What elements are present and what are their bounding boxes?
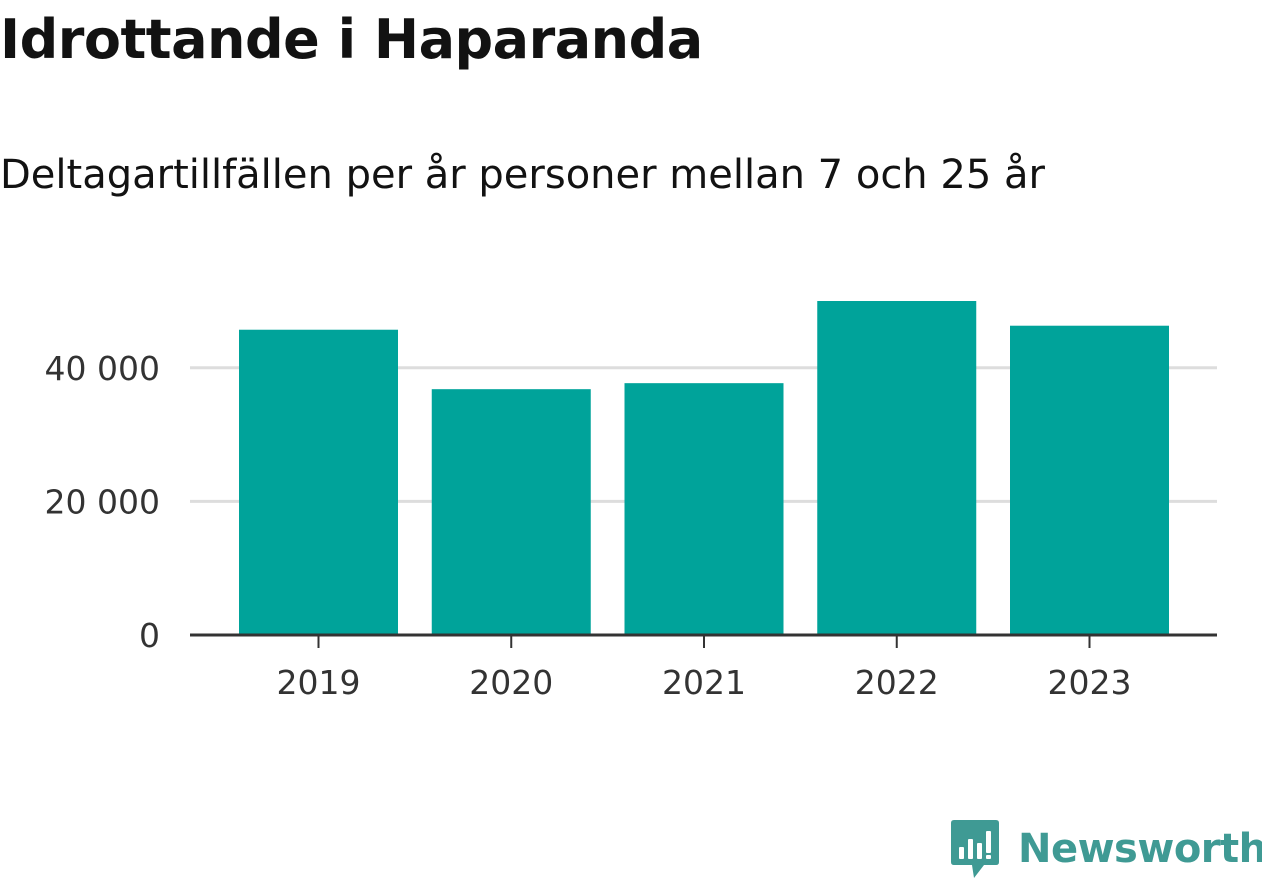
newsworthy-logo: Newsworthy (950, 818, 1262, 880)
bars (239, 301, 1169, 635)
axes: 0 20 000 40 000 2019 2020 2021 2022 2023 (45, 349, 1217, 702)
bar-chart: 0 20 000 40 000 2019 2020 2021 2022 2023 (45, 301, 1217, 702)
bar-2019 (239, 329, 398, 635)
y-tick-label: 40 000 (45, 349, 160, 388)
x-tick-label: 2023 (1048, 663, 1132, 702)
x-tick-label: 2021 (662, 663, 746, 702)
bar-2021 (624, 383, 784, 635)
chart-title: Idrottande i Haparanda (0, 8, 703, 71)
x-tick-label: 2020 (469, 663, 553, 702)
newsworthy-logo-icon (951, 820, 999, 878)
bar-2022 (817, 301, 977, 635)
x-tick-label: 2019 (277, 663, 361, 702)
y-tick-label: 20 000 (45, 482, 160, 521)
x-tick-label: 2022 (855, 663, 939, 702)
bar-2020 (431, 389, 591, 635)
bar-2023 (1010, 325, 1169, 635)
brand-name: Newsworthy (1018, 826, 1262, 872)
chart-subtitle: Deltagartillfällen per år personer mella… (0, 152, 1045, 198)
y-tick-label: 0 (139, 616, 160, 655)
